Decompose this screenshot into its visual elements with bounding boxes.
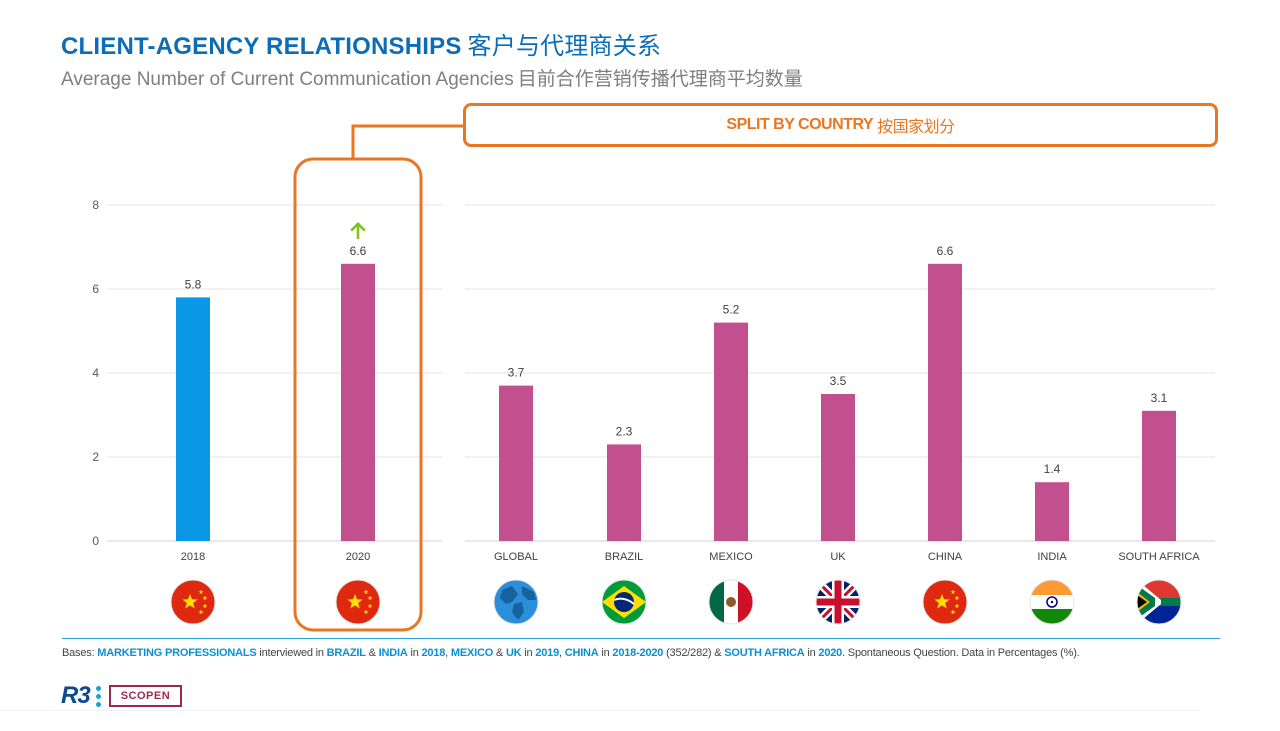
callout-label: SPLIT BY COUNTRY (726, 116, 874, 133)
bases-hl: BRAZIL (326, 647, 366, 659)
bases-text: in (804, 647, 819, 659)
x-tick-label: 2018 (181, 551, 205, 563)
bar (821, 394, 855, 541)
increase-arrow-icon (350, 222, 366, 240)
highlight-box (293, 157, 423, 632)
bases-hl: 2018 (421, 647, 446, 659)
x-tick-label: SOUTH AFRICA (1118, 551, 1200, 563)
data-label: 3.7 (508, 366, 525, 380)
bar (714, 322, 748, 541)
bases-hl: SOUTH AFRICA (724, 647, 805, 659)
flag-china-icon (170, 579, 216, 625)
bases-text: (352/282) & (663, 647, 725, 659)
bar (928, 263, 962, 541)
bases-hl: 2019 (535, 647, 559, 659)
bases-hl: INDIA (378, 647, 408, 659)
flag-brazil-icon (601, 579, 647, 625)
bases-text: & (365, 647, 379, 659)
x-tick-label: CHINA (928, 551, 963, 563)
page-subtitle: Average Number of Current Communication … (61, 64, 803, 91)
bases-note: Bases: MARKETING PROFESSIONALS interview… (62, 647, 1080, 659)
bar (1142, 410, 1176, 541)
r3-logo: R3 (61, 682, 91, 709)
bases-text: , (445, 647, 451, 659)
bases-text: , (558, 647, 565, 659)
y-tick-label: 0 (92, 534, 99, 548)
page-subtitle-en: Average Number of Current Communication … (61, 69, 514, 90)
bar (176, 297, 210, 541)
data-label: 1.4 (1044, 462, 1061, 476)
page-title-cn: 客户与代理商关系 (467, 33, 662, 60)
bases-hl: CHINA (564, 647, 599, 659)
bases-hl: MEXICO (450, 647, 494, 659)
x-tick-label: GLOBAL (494, 551, 538, 563)
footer-logos: R3 SCOPEN (61, 682, 183, 710)
footer-divider (62, 638, 1220, 639)
bar (607, 444, 641, 541)
data-label: 6.6 (350, 244, 367, 258)
flag-mexico-icon (708, 579, 754, 625)
flag-india-icon (1029, 579, 1075, 625)
bases-text: in (407, 647, 422, 659)
bases-hl: 2018-2020 (612, 647, 664, 659)
callout-connector (351, 124, 463, 159)
data-label: 3.5 (830, 374, 847, 388)
bar (341, 263, 375, 541)
x-tick-label: BRAZIL (605, 551, 644, 563)
scopen-logo: SCOPEN (108, 685, 183, 707)
bar (1035, 482, 1069, 541)
split-by-country-callout: SPLIT BY COUNTRY 按国家划分 (463, 103, 1218, 147)
flag-china-icon (335, 579, 381, 625)
y-tick-label: 4 (92, 366, 99, 380)
bottom-divider (0, 710, 1200, 711)
data-label: 5.2 (723, 303, 740, 317)
bases-text: interviewed in (256, 647, 327, 659)
x-tick-label: MEXICO (709, 551, 753, 563)
bar (499, 385, 533, 541)
logo-dots-icon (95, 685, 101, 707)
bases-text: in (598, 647, 613, 659)
bases-hl: MARKETING PROFESSIONALS (97, 647, 257, 659)
bases-hl: UK (505, 647, 522, 659)
x-tick-label: INDIA (1037, 551, 1067, 563)
flag-uk-icon (815, 579, 861, 625)
flag-china-icon (922, 579, 968, 625)
data-label: 6.6 (937, 244, 954, 258)
callout-label-cn: 按国家划分 (877, 119, 955, 136)
flag-south-africa-icon (1136, 579, 1182, 625)
x-tick-label: UK (830, 551, 846, 563)
flag-globe-icon (493, 579, 539, 625)
bases-text: . Spontaneous Question. Data in Percenta… (842, 647, 1080, 659)
y-tick-label: 6 (92, 282, 99, 296)
x-tick-label: 2020 (346, 551, 370, 563)
bases-hl: 2020 (818, 647, 843, 659)
data-label: 3.1 (1151, 391, 1168, 405)
page-title: CLIENT-AGENCY RELATIONSHIPS 客户与代理商关系 (61, 26, 661, 61)
y-tick-label: 8 (92, 198, 99, 212)
bases-prefix: Bases: (62, 647, 98, 659)
data-label: 2.3 (616, 424, 633, 438)
page-title-en: CLIENT-AGENCY RELATIONSHIPS (61, 33, 462, 60)
bases-text: in (521, 647, 536, 659)
y-tick-label: 2 (92, 450, 99, 464)
data-label: 5.8 (185, 277, 202, 291)
bases-text: & (493, 647, 506, 659)
page-subtitle-cn: 目前合作营销传播代理商平均数量 (517, 69, 803, 90)
